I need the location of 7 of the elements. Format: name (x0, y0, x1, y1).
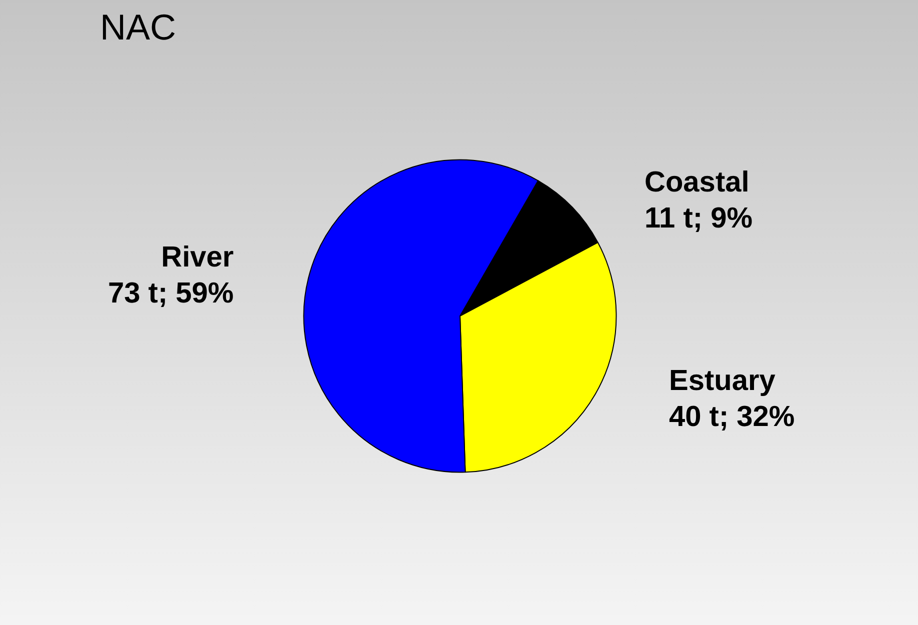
data-label: 11 t; 9% (644, 202, 753, 234)
slice-label: Coastal (644, 166, 750, 198)
slice-label: River (161, 242, 234, 274)
data-label: 40 t; 32% (668, 401, 795, 434)
slice-label: Estuary (668, 365, 776, 398)
chart-title: NAC (100, 6, 176, 48)
data-label: 73 t; 59% (108, 278, 234, 310)
